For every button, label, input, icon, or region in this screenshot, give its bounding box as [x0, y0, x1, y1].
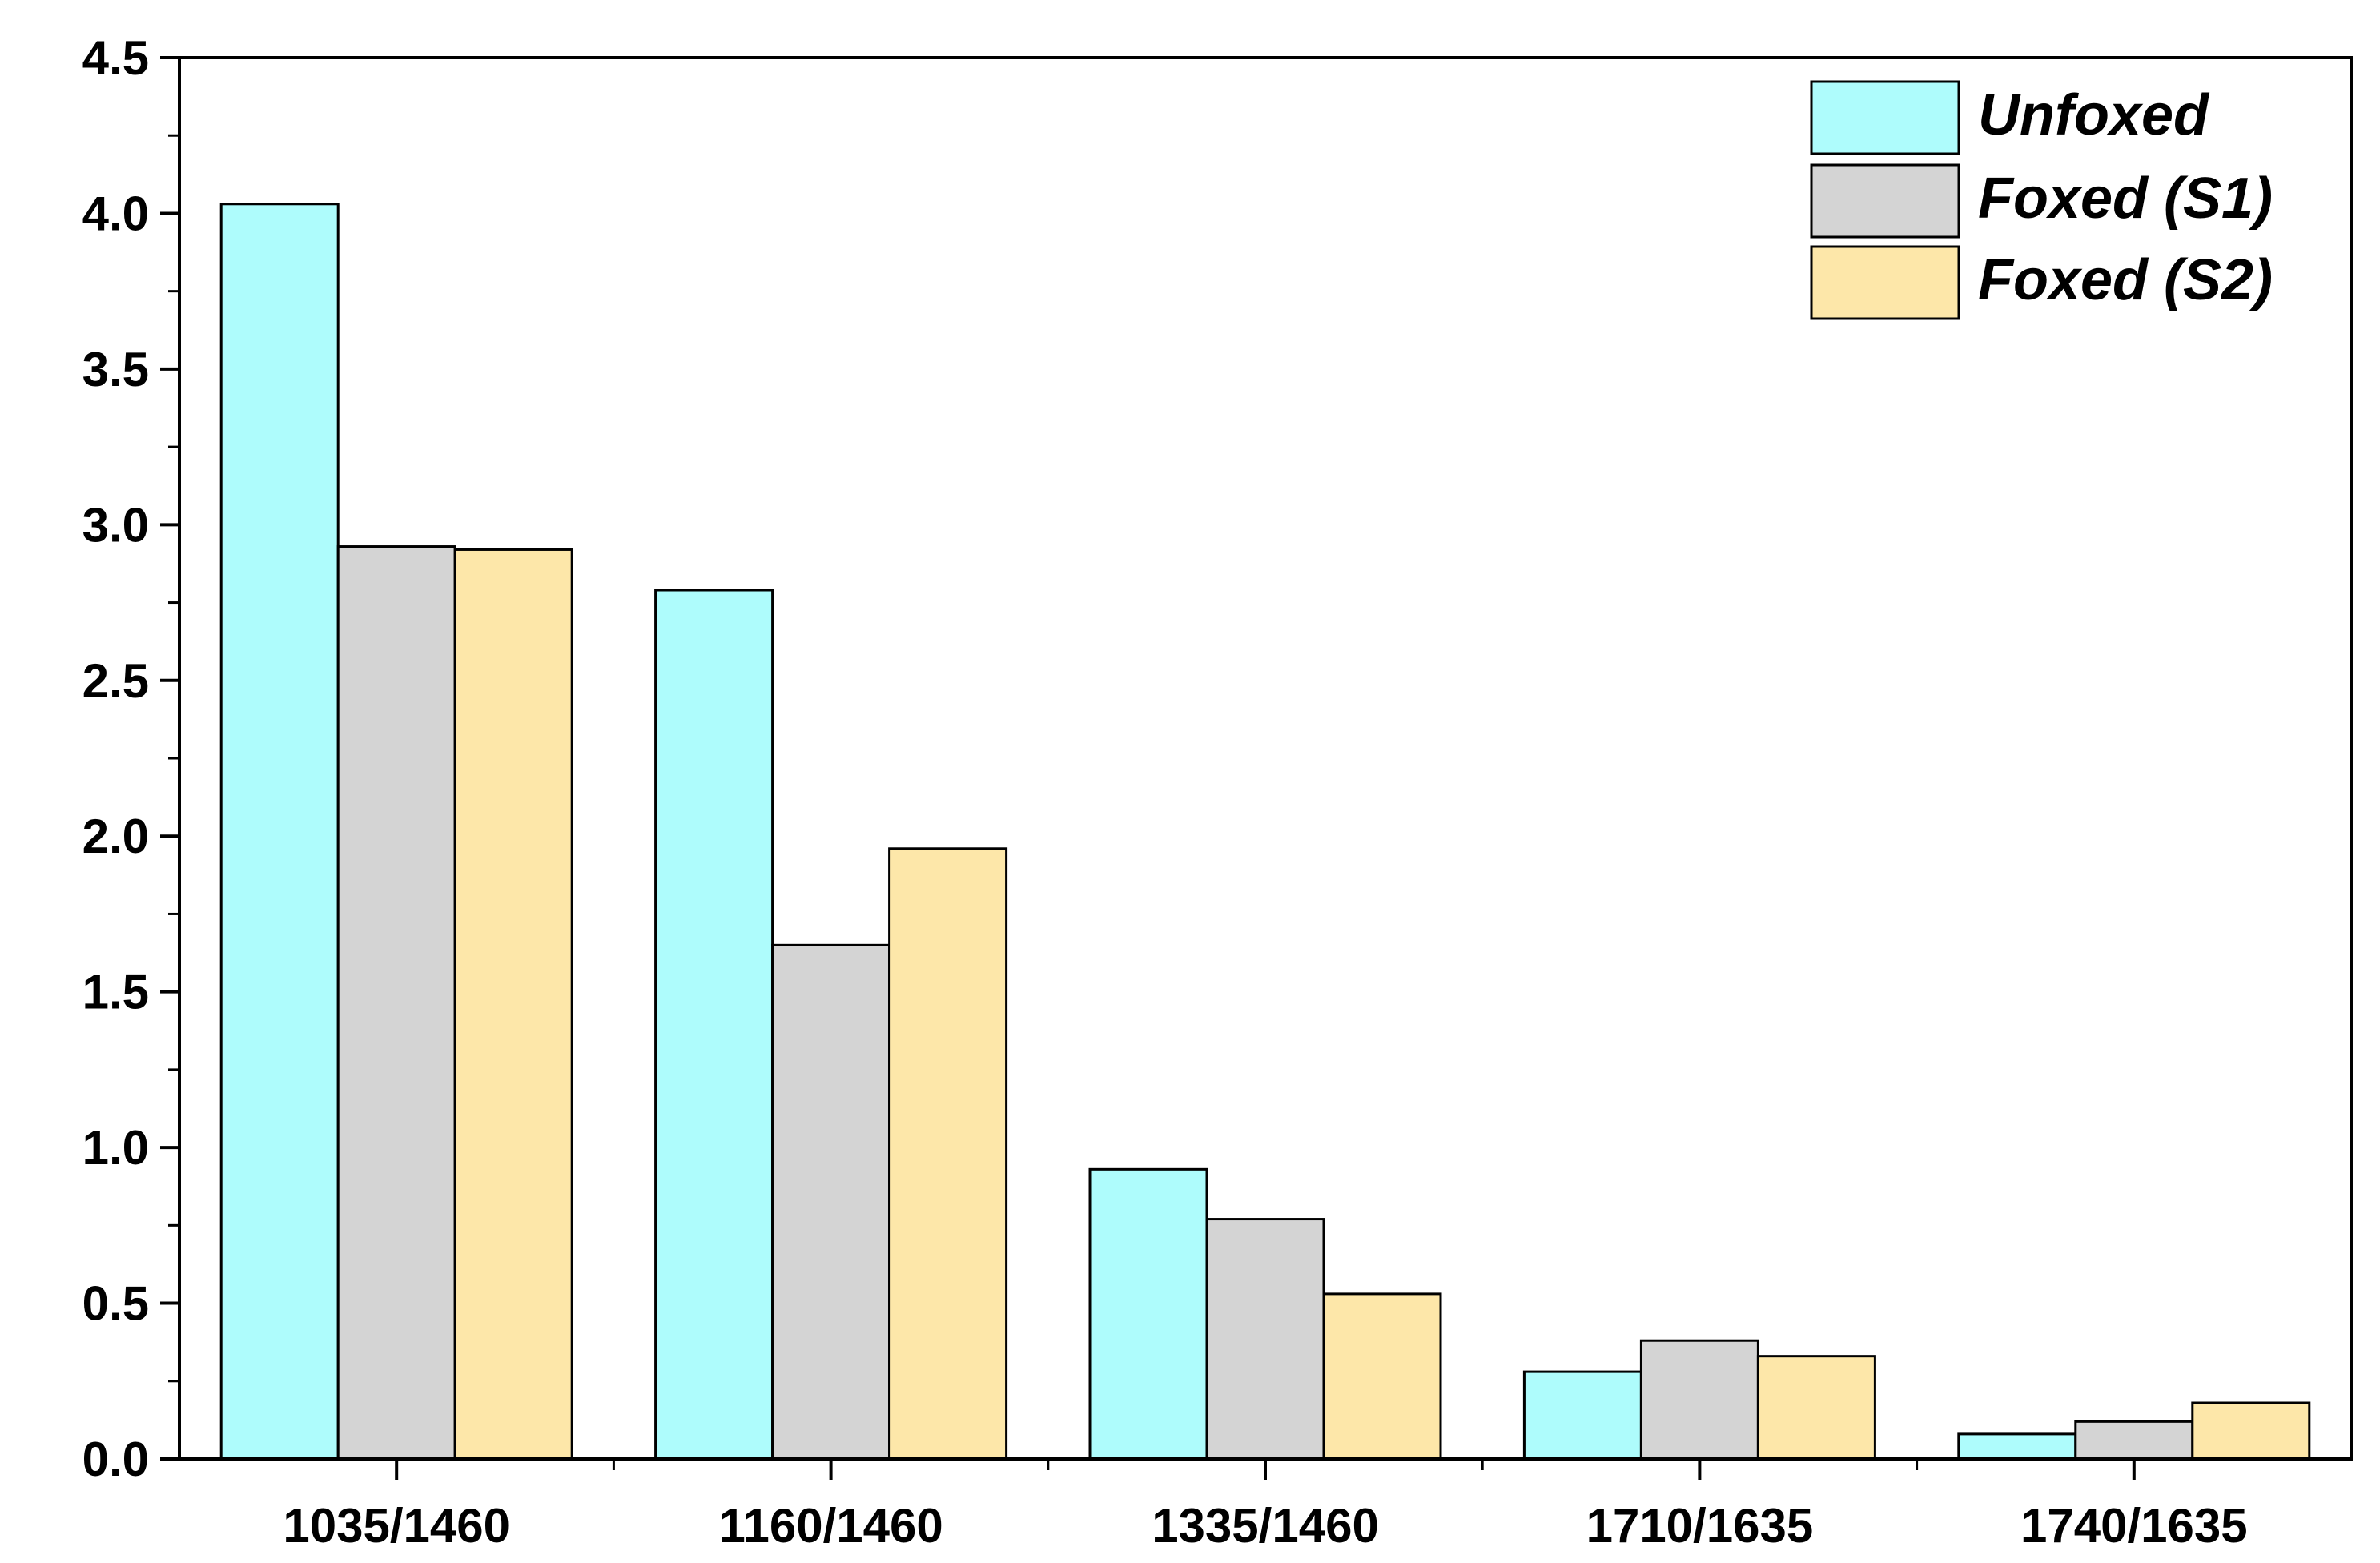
bar-unfoxed-2 [1088, 1167, 1208, 1461]
y-tick-label: 2.0 [82, 810, 149, 863]
y-minor-ticks [168, 134, 179, 1383]
bar-foxed-s1-4 [2074, 1420, 2194, 1461]
plot-frame [178, 56, 2353, 1461]
y-tick-label: 3.5 [82, 343, 149, 396]
bar-foxed-s1-3 [1639, 1339, 1759, 1461]
bars [219, 203, 2311, 1461]
y-tick-label: 4.0 [82, 187, 149, 240]
bar-foxed-s2-3 [1756, 1355, 1876, 1461]
legend-label-unfoxed: Unfoxed [1978, 83, 2210, 147]
x-tick-label: 1335/1460 [1152, 1499, 1379, 1553]
x-tick-label: 1160/1460 [718, 1499, 943, 1553]
y-tick-label: 0.0 [82, 1432, 149, 1486]
x-tick-label: 1740/1635 [2020, 1499, 2248, 1553]
x-tick-label: 1035/1460 [283, 1499, 510, 1553]
bar-foxed-s2-4 [2191, 1401, 2311, 1461]
legend-entry-foxed-s2: Foxed (S2) [1810, 245, 2273, 320]
y-tick-label: 3.0 [82, 498, 149, 552]
x-axis-ticks: 1035/1460 1160/1460 1335/1460 1710/1635 1740… [283, 1459, 2248, 1553]
legend-entry-foxed-s1: Foxed (S1) [1810, 163, 2273, 239]
legend-swatch-unfoxed [1810, 80, 1960, 155]
bar-foxed-s2-2 [1322, 1292, 1442, 1461]
legend-swatch-foxed-s1 [1810, 163, 1960, 239]
bar-foxed-s1-1 [771, 943, 891, 1461]
y-tick-label: 1.0 [82, 1121, 149, 1175]
y-tick-label: 0.5 [82, 1277, 149, 1331]
y-tick-label: 4.5 [82, 31, 149, 85]
bar-foxed-s1-0 [336, 545, 456, 1461]
legend-swatch-foxed-s2 [1810, 245, 1960, 320]
bar-foxed-s2-0 [453, 548, 573, 1461]
bar-unfoxed-0 [219, 203, 340, 1461]
legend: Unfoxed Foxed (S1) Foxed (S2) [1810, 80, 2273, 320]
legend-label-foxed-s1: Foxed (S1) [1978, 167, 2273, 231]
y-tick-label: 1.5 [82, 966, 149, 1019]
bar-unfoxed-4 [1957, 1432, 2077, 1461]
x-tick-label: 1710/1635 [1586, 1499, 1814, 1553]
legend-label-foxed-s2: Foxed (S2) [1978, 248, 2273, 312]
bar-unfoxed-3 [1522, 1370, 1642, 1461]
bar-foxed-s1-2 [1205, 1218, 1325, 1461]
y-tick-label: 2.5 [82, 654, 149, 708]
legend-entry-unfoxed: Unfoxed [1810, 80, 2210, 155]
bar-unfoxed-1 [654, 589, 774, 1461]
y-axis-ticks: 0.0 0.5 1.0 1.5 2.0 2.5 3.0 3.5 4.0 4.5 [82, 31, 179, 1486]
bar-foxed-s2-1 [888, 847, 1008, 1461]
